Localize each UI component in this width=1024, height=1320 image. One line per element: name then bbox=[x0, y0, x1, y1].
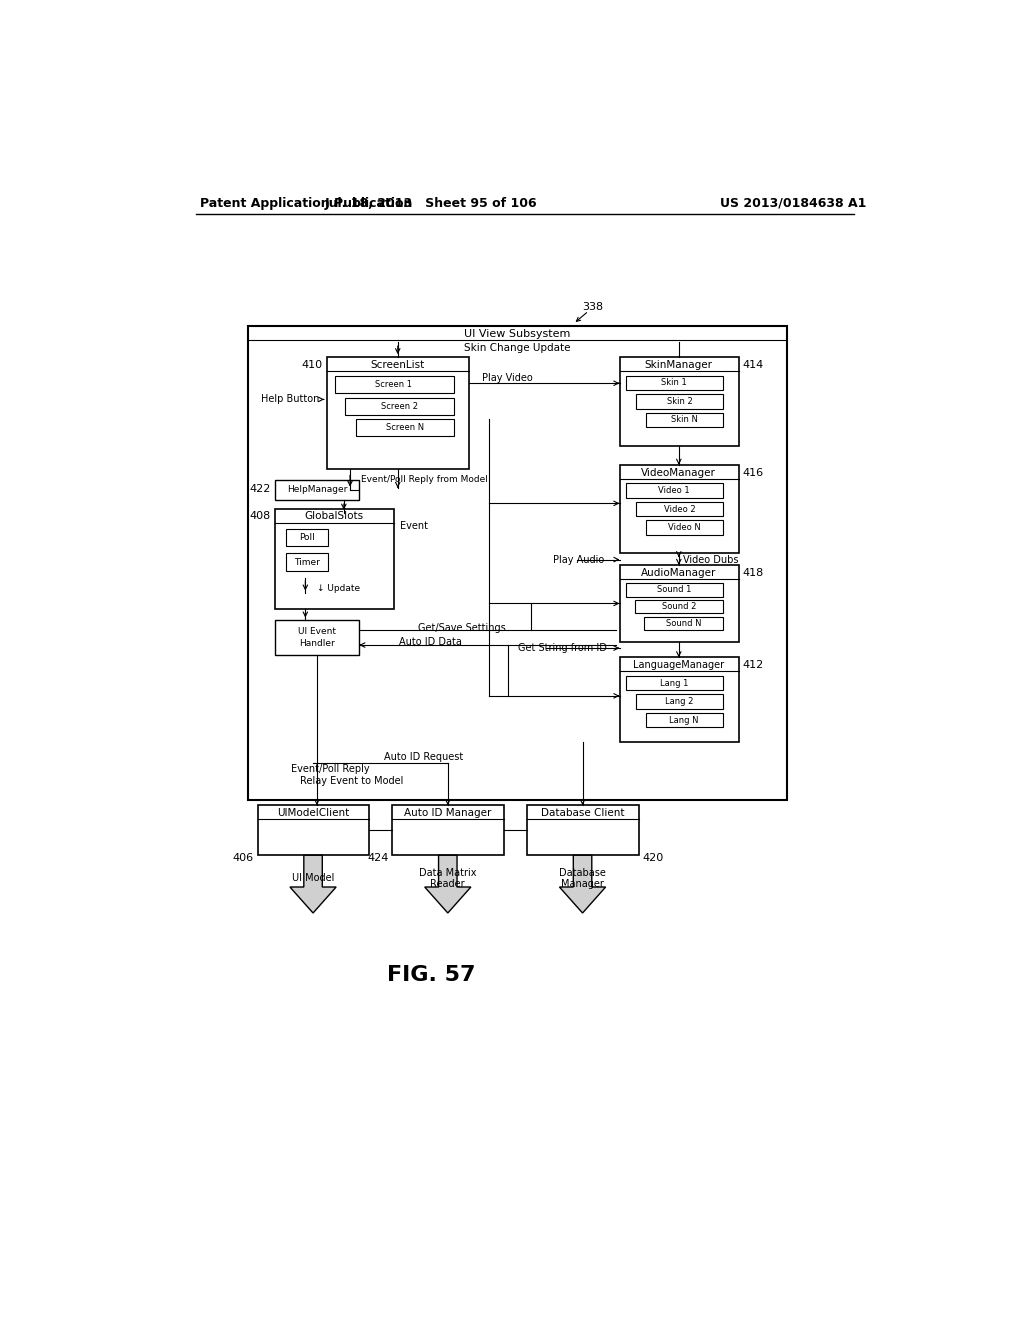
Bar bbox=[527, 805, 639, 855]
Text: 422: 422 bbox=[249, 484, 270, 495]
Text: Timer: Timer bbox=[294, 558, 319, 566]
Bar bbox=[620, 657, 739, 742]
Text: Relay Event to Model: Relay Event to Model bbox=[300, 776, 403, 785]
Bar bbox=[620, 565, 739, 642]
Bar bbox=[274, 480, 359, 499]
Text: 338: 338 bbox=[582, 302, 603, 312]
Text: 418: 418 bbox=[742, 568, 764, 578]
Text: Data Matrix
Reader: Data Matrix Reader bbox=[419, 867, 476, 890]
Text: Video 1: Video 1 bbox=[658, 486, 690, 495]
Text: LanguageManager: LanguageManager bbox=[633, 660, 724, 671]
Text: AudioManager: AudioManager bbox=[641, 568, 717, 578]
Bar bbox=[335, 376, 454, 393]
Text: UIModelClient: UIModelClient bbox=[276, 808, 349, 818]
Text: Lang 1: Lang 1 bbox=[660, 678, 688, 688]
Text: UI View Subsystem: UI View Subsystem bbox=[464, 329, 570, 339]
Text: 414: 414 bbox=[742, 360, 764, 370]
Text: ↓ Update: ↓ Update bbox=[316, 583, 360, 593]
Text: Database Client: Database Client bbox=[541, 808, 625, 818]
Text: Patent Application Publication: Patent Application Publication bbox=[200, 197, 413, 210]
Polygon shape bbox=[559, 855, 605, 913]
Text: Video N: Video N bbox=[668, 523, 700, 532]
Bar bbox=[392, 805, 504, 855]
Bar bbox=[636, 395, 724, 409]
Text: Database
Manager: Database Manager bbox=[559, 867, 606, 890]
Text: Sound 2: Sound 2 bbox=[662, 602, 696, 611]
Text: ScreenList: ScreenList bbox=[371, 360, 425, 370]
Text: UI Model: UI Model bbox=[292, 874, 334, 883]
Bar bbox=[356, 420, 454, 437]
Text: Lang N: Lang N bbox=[670, 715, 699, 725]
Text: Video Dubs: Video Dubs bbox=[683, 554, 738, 565]
Bar bbox=[620, 358, 739, 446]
Bar bbox=[327, 358, 469, 469]
Text: Play Audio: Play Audio bbox=[553, 554, 604, 565]
Text: Auto ID Manager: Auto ID Manager bbox=[404, 808, 492, 818]
Text: Handler: Handler bbox=[299, 639, 335, 648]
Text: FIG. 57: FIG. 57 bbox=[387, 965, 475, 985]
Text: VideoManager: VideoManager bbox=[641, 467, 716, 478]
Bar bbox=[644, 618, 724, 631]
Bar bbox=[626, 676, 724, 690]
Text: Screen 1: Screen 1 bbox=[376, 380, 413, 389]
Text: 406: 406 bbox=[232, 853, 254, 862]
Text: US 2013/0184638 A1: US 2013/0184638 A1 bbox=[720, 197, 866, 210]
Text: 410: 410 bbox=[302, 360, 323, 370]
Text: GlobalSlots: GlobalSlots bbox=[304, 511, 364, 521]
Bar bbox=[636, 694, 724, 709]
Bar bbox=[626, 483, 724, 498]
Text: Event/Poll Reply: Event/Poll Reply bbox=[292, 764, 370, 774]
Text: Skin Change Update: Skin Change Update bbox=[464, 343, 570, 352]
Text: 420: 420 bbox=[643, 853, 664, 862]
Polygon shape bbox=[290, 855, 336, 913]
Bar bbox=[646, 713, 724, 727]
Text: Play Video: Play Video bbox=[482, 372, 534, 383]
Text: HelpManager: HelpManager bbox=[287, 484, 347, 494]
Text: Sound N: Sound N bbox=[666, 619, 701, 628]
Text: Sound 1: Sound 1 bbox=[657, 586, 691, 594]
Bar bbox=[646, 413, 724, 428]
Bar bbox=[636, 502, 724, 516]
Text: SkinManager: SkinManager bbox=[645, 360, 713, 370]
Bar bbox=[626, 376, 724, 391]
Text: Lang 2: Lang 2 bbox=[666, 697, 693, 706]
Bar bbox=[626, 583, 724, 597]
Text: 412: 412 bbox=[742, 660, 764, 671]
Text: Poll: Poll bbox=[299, 533, 314, 543]
Text: Skin 1: Skin 1 bbox=[662, 379, 687, 387]
Text: Get String from ID: Get String from ID bbox=[517, 643, 606, 653]
Text: Auto ID Data: Auto ID Data bbox=[399, 638, 462, 647]
Text: 416: 416 bbox=[742, 467, 764, 478]
Text: Skin N: Skin N bbox=[671, 416, 697, 424]
Text: Help Button: Help Button bbox=[261, 395, 319, 404]
Text: Jul. 18, 2013   Sheet 95 of 106: Jul. 18, 2013 Sheet 95 of 106 bbox=[325, 197, 538, 210]
Bar bbox=[274, 508, 394, 609]
Text: Auto ID Request: Auto ID Request bbox=[384, 752, 463, 763]
Text: Skin 2: Skin 2 bbox=[667, 397, 692, 405]
Bar bbox=[286, 553, 329, 572]
Text: 424: 424 bbox=[368, 853, 388, 862]
Polygon shape bbox=[425, 855, 471, 913]
Text: Event: Event bbox=[400, 520, 428, 531]
Bar bbox=[248, 326, 786, 800]
Text: Video 2: Video 2 bbox=[664, 504, 695, 513]
Text: Event/Poll Reply from Model: Event/Poll Reply from Model bbox=[361, 475, 488, 484]
Text: Get/Save Settings: Get/Save Settings bbox=[418, 623, 506, 634]
Text: UI Event: UI Event bbox=[298, 627, 336, 636]
Text: Screen N: Screen N bbox=[386, 424, 424, 433]
Bar bbox=[258, 805, 370, 855]
Bar bbox=[274, 620, 359, 655]
Bar bbox=[646, 520, 724, 535]
Bar bbox=[345, 397, 454, 414]
Bar bbox=[286, 529, 329, 546]
Text: Screen 2: Screen 2 bbox=[381, 401, 418, 411]
Text: 408: 408 bbox=[250, 511, 270, 521]
Bar bbox=[635, 601, 724, 614]
Bar bbox=[620, 465, 739, 553]
